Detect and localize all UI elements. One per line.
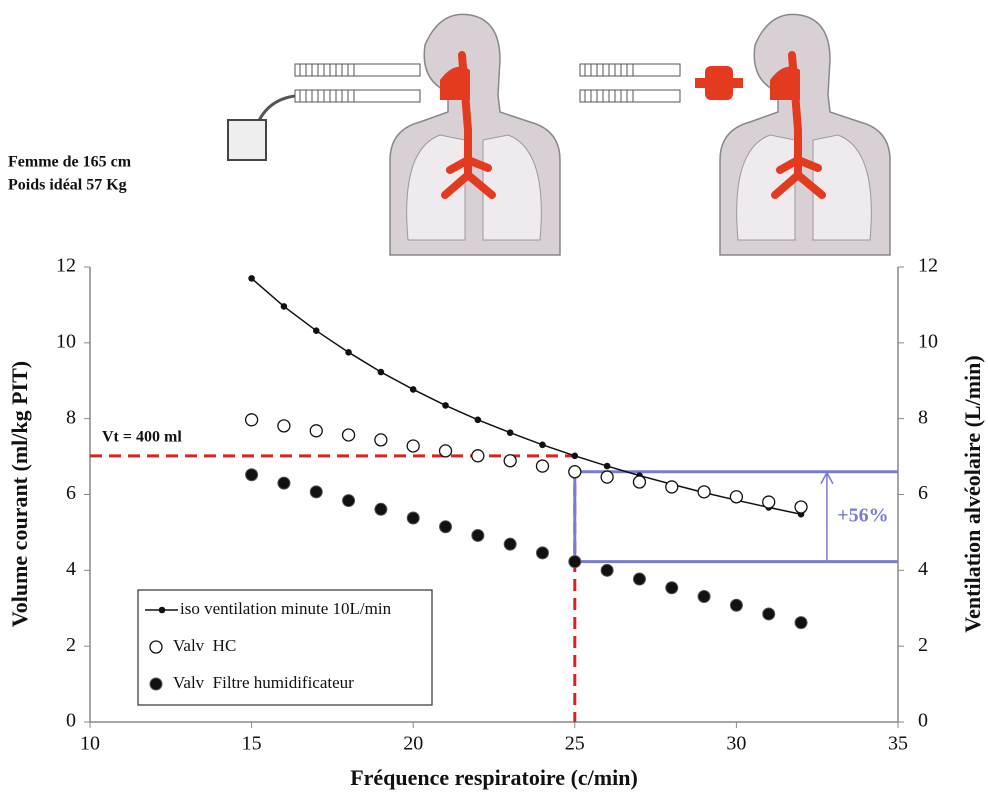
point bbox=[632, 475, 647, 489]
legend-swatch bbox=[149, 677, 163, 691]
point bbox=[341, 428, 356, 442]
point bbox=[568, 555, 582, 569]
point bbox=[632, 572, 646, 586]
point bbox=[438, 444, 453, 458]
point bbox=[535, 546, 549, 560]
point bbox=[442, 402, 449, 409]
illustration-right bbox=[579, 13, 891, 256]
legend-label: Valv Filtre humidificateur bbox=[173, 673, 354, 692]
point bbox=[762, 495, 776, 509]
legend-swatch bbox=[158, 606, 166, 614]
x-axis-title: Fréquence respiratoire (c/min) bbox=[350, 765, 638, 790]
y2-axis-title: Ventilation alvéolaire (L/min) bbox=[960, 355, 985, 632]
point bbox=[406, 439, 420, 453]
point bbox=[406, 511, 420, 525]
y-tick-label: 0 bbox=[66, 710, 76, 732]
gain-box bbox=[573, 470, 898, 564]
point bbox=[665, 480, 679, 494]
point bbox=[729, 598, 743, 612]
x-tick-label: 35 bbox=[888, 733, 908, 755]
point bbox=[474, 416, 482, 424]
legend-label: Valv HC bbox=[173, 636, 236, 655]
y2-tick-label: 6 bbox=[918, 482, 928, 504]
x-tick-label: 10 bbox=[80, 733, 100, 755]
point bbox=[309, 485, 323, 499]
point bbox=[471, 528, 485, 542]
point bbox=[600, 563, 614, 577]
point bbox=[312, 327, 320, 335]
legend-swatch bbox=[149, 640, 163, 654]
x-tick-label: 20 bbox=[403, 733, 423, 755]
point bbox=[568, 465, 582, 479]
point bbox=[794, 616, 808, 630]
annotation: +56% bbox=[837, 504, 888, 526]
point bbox=[277, 419, 291, 433]
point bbox=[277, 476, 291, 490]
point bbox=[600, 470, 614, 484]
point bbox=[248, 275, 255, 282]
y-tick-label: 10 bbox=[56, 330, 76, 352]
point bbox=[697, 589, 711, 603]
legend-box bbox=[137, 589, 433, 706]
y-tick-label: 6 bbox=[66, 482, 76, 504]
series-line bbox=[251, 277, 802, 515]
point bbox=[539, 441, 546, 449]
x-tick-label: 15 bbox=[242, 733, 262, 755]
y-tick-label: 2 bbox=[66, 634, 76, 656]
legend-label: iso ventilation minute 10L/min bbox=[180, 599, 392, 618]
point bbox=[374, 502, 388, 516]
y-axis-title: Volume courant (ml/kg PIT) bbox=[7, 361, 32, 627]
y-tick-label: 8 bbox=[66, 406, 76, 428]
point bbox=[571, 452, 579, 460]
point bbox=[439, 520, 453, 534]
y2-tick-label: 0 bbox=[918, 710, 928, 732]
point bbox=[309, 424, 323, 438]
point bbox=[374, 433, 388, 447]
point bbox=[665, 581, 679, 595]
y-tick-label: 12 bbox=[56, 255, 76, 277]
y2-tick-label: 10 bbox=[918, 330, 938, 352]
point bbox=[729, 490, 744, 504]
point bbox=[503, 537, 517, 551]
annotation: Vt = 400 ml bbox=[102, 428, 182, 445]
point bbox=[244, 413, 259, 427]
point bbox=[506, 429, 514, 436]
point bbox=[280, 303, 288, 310]
point bbox=[471, 449, 485, 463]
y2-tick-label: 12 bbox=[918, 255, 938, 277]
point bbox=[603, 462, 611, 470]
y-tick-label: 4 bbox=[66, 558, 76, 580]
point bbox=[342, 494, 356, 508]
y2-tick-label: 2 bbox=[918, 634, 928, 656]
illustration-left bbox=[227, 13, 561, 256]
point bbox=[503, 454, 517, 468]
y2-tick-label: 8 bbox=[918, 406, 928, 428]
arrow-head bbox=[820, 471, 834, 485]
point bbox=[535, 459, 550, 473]
point bbox=[762, 607, 776, 621]
point bbox=[409, 386, 417, 393]
point bbox=[345, 349, 352, 356]
point bbox=[794, 500, 808, 514]
point bbox=[377, 368, 385, 376]
y2-tick-label: 4 bbox=[918, 558, 928, 580]
point bbox=[245, 468, 259, 482]
note: Femme de 165 cm bbox=[8, 154, 132, 171]
point bbox=[697, 485, 711, 499]
x-tick-label: 25 bbox=[565, 733, 585, 755]
note: Poids idéal 57 Kg bbox=[8, 177, 127, 194]
x-tick-label: 30 bbox=[726, 733, 746, 755]
